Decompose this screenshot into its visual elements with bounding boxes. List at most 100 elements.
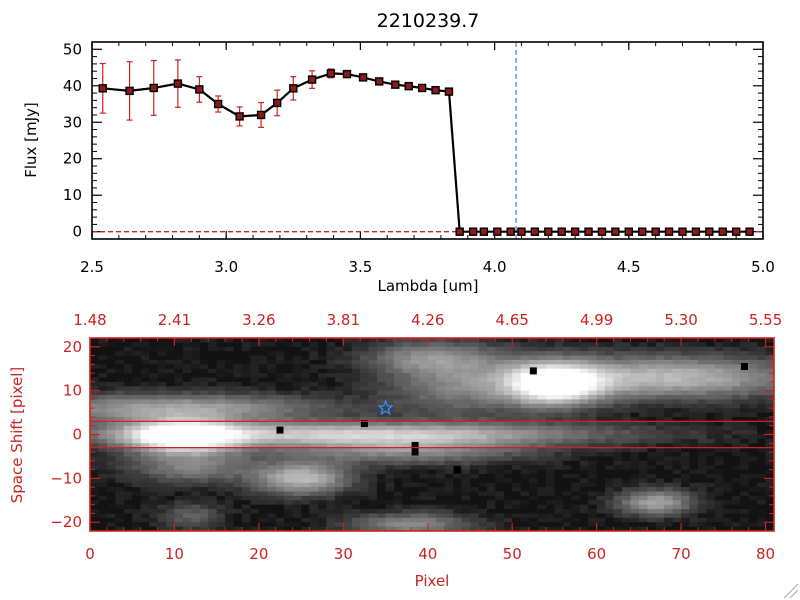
image-cell bbox=[343, 500, 353, 506]
image-cell bbox=[132, 399, 142, 405]
image-cell bbox=[444, 430, 454, 435]
flux-point bbox=[691, 227, 701, 236]
image-cell bbox=[385, 355, 395, 361]
image-cell bbox=[621, 390, 631, 396]
image-cell bbox=[554, 434, 564, 440]
image-cell bbox=[697, 430, 707, 435]
image-cell bbox=[208, 456, 218, 462]
image-cell bbox=[360, 355, 370, 361]
image-cell bbox=[765, 504, 774, 510]
image-cell bbox=[90, 460, 99, 466]
image-cell bbox=[132, 443, 142, 449]
image-cell bbox=[343, 504, 353, 510]
image-cell bbox=[343, 342, 353, 348]
image-cell bbox=[731, 403, 741, 409]
image-cell bbox=[292, 355, 302, 361]
image-cell bbox=[773, 355, 774, 361]
image-cell bbox=[664, 509, 674, 514]
image-cell bbox=[377, 399, 386, 405]
image-cell bbox=[613, 495, 623, 501]
image-cell bbox=[351, 359, 361, 365]
image-cell bbox=[773, 495, 774, 501]
image-cell bbox=[174, 522, 184, 527]
image-cell bbox=[697, 381, 707, 387]
image-cell bbox=[216, 403, 226, 409]
image-cell bbox=[123, 368, 133, 374]
image-cell bbox=[469, 355, 479, 361]
image-cell bbox=[605, 522, 614, 527]
image-cell bbox=[216, 373, 226, 378]
image-cell bbox=[377, 522, 386, 527]
image-cell bbox=[453, 386, 462, 392]
image-cell bbox=[241, 390, 251, 396]
image-cell bbox=[149, 346, 158, 352]
image-cell bbox=[740, 513, 750, 519]
image-cell bbox=[301, 447, 310, 453]
image-cell bbox=[512, 478, 522, 484]
image-cell bbox=[292, 416, 302, 422]
image-cell bbox=[444, 456, 454, 462]
image-cell bbox=[166, 412, 175, 418]
image-cell bbox=[453, 399, 462, 405]
image-cell bbox=[334, 473, 344, 479]
image-cell bbox=[537, 377, 547, 383]
image-cell bbox=[334, 491, 344, 497]
image-cell bbox=[664, 359, 674, 365]
image-cell bbox=[241, 395, 251, 400]
image-cell bbox=[123, 509, 133, 514]
image-cell bbox=[106, 386, 116, 392]
image-cell bbox=[368, 425, 378, 431]
flux-point bbox=[125, 86, 134, 96]
image-cell bbox=[115, 434, 125, 440]
image-cell bbox=[368, 500, 378, 506]
image-cell bbox=[275, 386, 285, 392]
image-cell bbox=[579, 513, 589, 519]
resize-grip-icon[interactable] bbox=[783, 583, 799, 599]
image-cell bbox=[655, 509, 665, 514]
flux-point bbox=[584, 227, 593, 236]
image-cell bbox=[554, 364, 564, 370]
image-cell bbox=[377, 377, 386, 383]
image-cell bbox=[377, 338, 386, 343]
image-cell bbox=[402, 456, 412, 462]
image-cell bbox=[419, 482, 429, 488]
image-cell bbox=[317, 373, 327, 378]
image-cell bbox=[250, 421, 260, 427]
image-cell bbox=[360, 373, 370, 378]
image-cell bbox=[757, 430, 766, 435]
image-cell bbox=[579, 395, 589, 400]
image-cell bbox=[123, 452, 133, 457]
image-cell bbox=[410, 412, 420, 418]
image-cell bbox=[478, 386, 488, 392]
image-cell bbox=[714, 364, 724, 370]
image-cell bbox=[166, 364, 175, 370]
image-cell bbox=[351, 342, 361, 348]
image-cell bbox=[199, 373, 209, 378]
image-cell bbox=[706, 430, 716, 435]
image-cell bbox=[132, 403, 142, 409]
image-cell bbox=[461, 338, 471, 343]
image-cell bbox=[284, 526, 294, 531]
image-cell bbox=[174, 421, 184, 427]
image-cell bbox=[393, 504, 403, 510]
image-cell bbox=[461, 522, 471, 527]
image-cell bbox=[292, 342, 302, 348]
image-cell bbox=[301, 495, 310, 501]
flux-point bbox=[455, 227, 464, 236]
image-cell bbox=[267, 478, 277, 484]
image-cell bbox=[233, 408, 243, 413]
image-cell bbox=[554, 487, 564, 492]
image-cell bbox=[562, 495, 572, 501]
image-cell bbox=[520, 469, 530, 475]
image-cell bbox=[689, 386, 699, 392]
image-cell bbox=[241, 412, 251, 418]
image-cell bbox=[655, 517, 665, 523]
image-cell bbox=[579, 346, 589, 352]
image-cell bbox=[157, 390, 167, 396]
image-cell bbox=[469, 482, 479, 488]
image-cell bbox=[773, 526, 774, 531]
image-cell bbox=[427, 421, 437, 427]
image-cell bbox=[638, 364, 648, 370]
image-cell bbox=[436, 430, 446, 435]
image-cell bbox=[301, 416, 310, 422]
